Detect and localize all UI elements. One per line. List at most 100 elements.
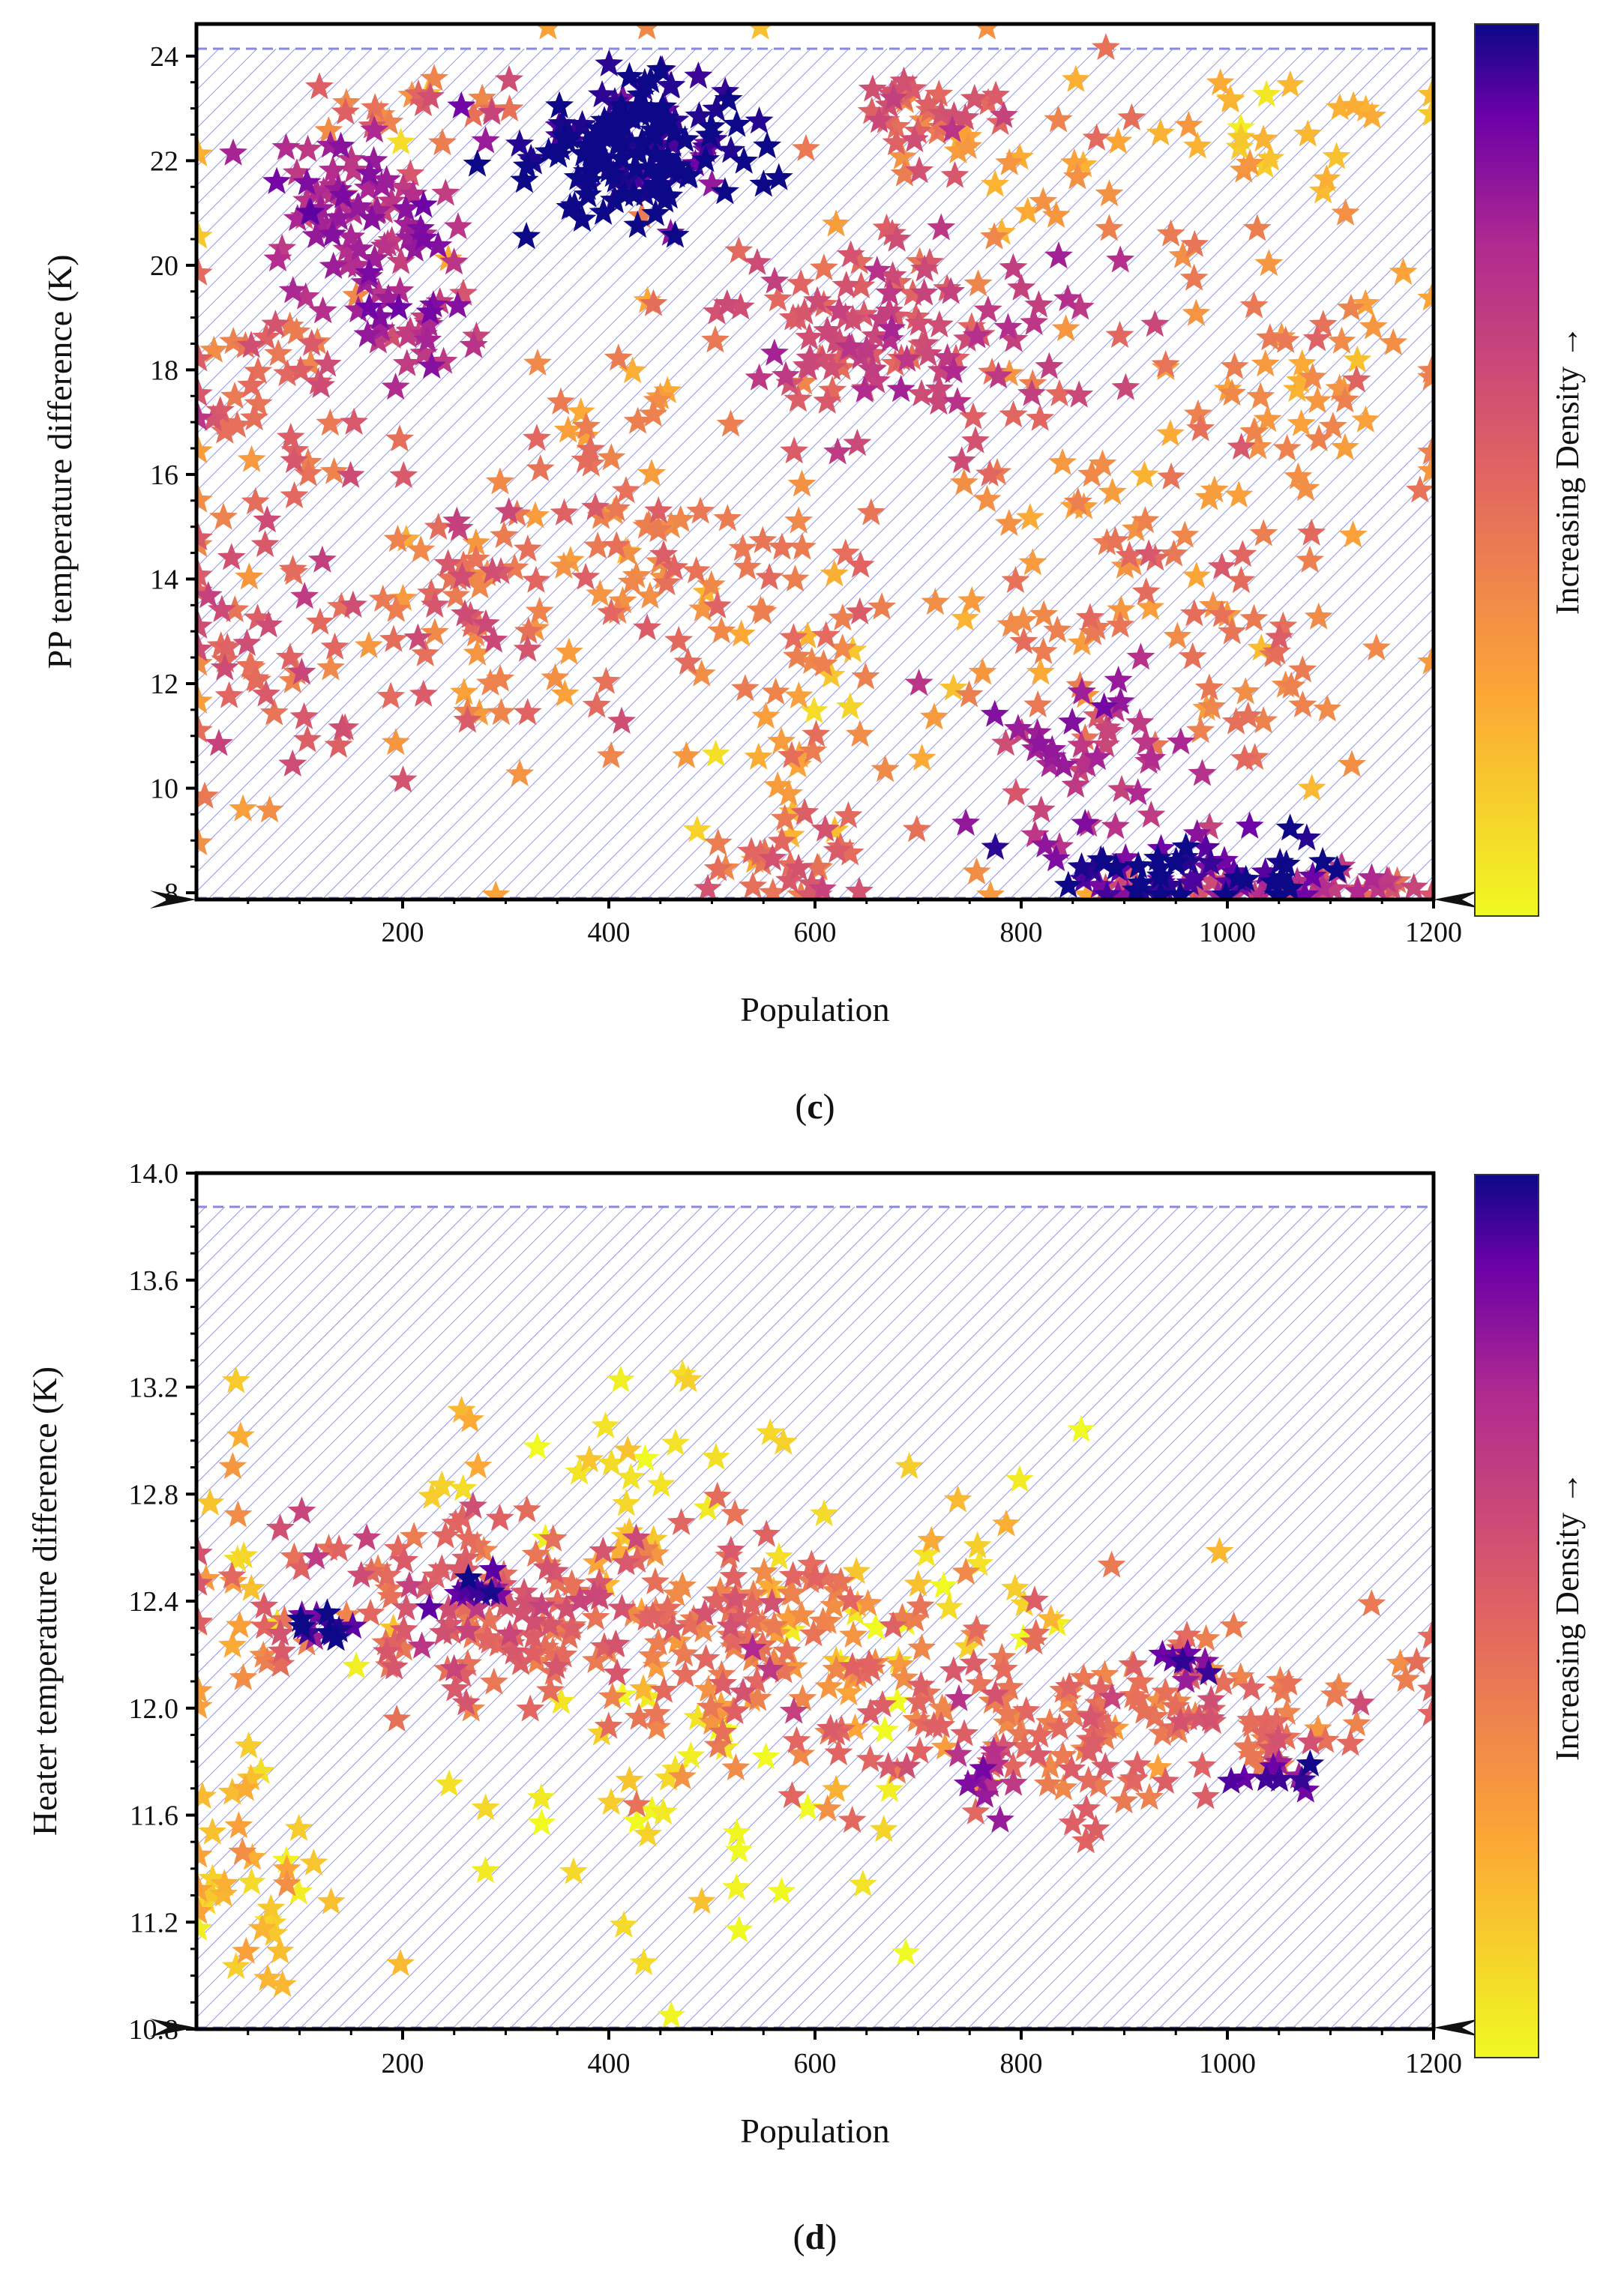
data-point-star (714, 85, 743, 112)
data-point-star (196, 523, 213, 551)
data-point-star (881, 301, 910, 329)
data-point-star (499, 1637, 529, 1665)
data-point-star (196, 828, 213, 856)
data-point-star (1049, 750, 1078, 778)
data-point-star (571, 412, 601, 439)
data-point-star (843, 429, 872, 457)
data-point-star (739, 871, 768, 899)
data-point-star (1338, 520, 1368, 548)
data-point-star (975, 1770, 1005, 1798)
data-point-star (1044, 105, 1073, 133)
data-point-star (318, 220, 347, 247)
data-point-star (265, 1513, 295, 1541)
data-point-star (819, 559, 849, 587)
data-point-star (708, 1669, 737, 1696)
data-point-star (796, 343, 825, 371)
data-point-star (1107, 774, 1137, 802)
data-point-star (249, 1640, 278, 1668)
data-point-star (660, 552, 689, 580)
data-point-star (622, 1807, 652, 1834)
data-point-star (1291, 1775, 1320, 1803)
data-point-star (634, 1819, 663, 1847)
data-point-star (1239, 291, 1269, 319)
data-point-star (1231, 677, 1260, 705)
data-point-star (471, 126, 500, 154)
data-point-star (332, 1600, 361, 1628)
data-point-star (670, 1639, 699, 1667)
data-point-star (973, 295, 1002, 323)
data-point-star (1263, 1723, 1293, 1751)
data-point-star (196, 686, 213, 714)
data-point-star (1297, 774, 1326, 801)
data-point-star (278, 276, 307, 304)
data-point-star (606, 1365, 635, 1393)
data-point-star (701, 1442, 730, 1470)
data-point-star (597, 1448, 626, 1476)
data-point-star (1148, 1719, 1177, 1747)
data-point-star (882, 1756, 912, 1784)
data-point-star (302, 177, 331, 205)
data-point-star (1080, 1726, 1109, 1754)
data-point-star (1417, 79, 1434, 107)
data-point-star (232, 628, 262, 656)
data-point-star (478, 556, 507, 584)
data-point-star (1336, 1729, 1365, 1756)
data-point-star (622, 1523, 651, 1551)
data-point-star (649, 540, 679, 567)
data-point-star (642, 174, 671, 202)
data-point-star (810, 814, 840, 842)
data-point-star (196, 634, 213, 662)
data-point-star (954, 680, 984, 708)
data-point-star (892, 1751, 921, 1780)
data-point-star (784, 385, 813, 412)
data-point-star (604, 1536, 633, 1564)
data-point-star (1235, 811, 1264, 839)
data-point-star (1092, 880, 1122, 900)
data-point-star (691, 145, 720, 172)
data-point-star (496, 1629, 526, 1657)
data-point-star (374, 283, 403, 311)
data-point-star (392, 349, 421, 376)
x-tick-label: 200 (382, 2048, 424, 2079)
data-point-star (834, 801, 863, 828)
data-point-star (478, 1555, 508, 1582)
data-point-star (826, 1567, 855, 1594)
data-point-star (1030, 830, 1059, 858)
data-point-star (388, 172, 418, 200)
data-point-star (927, 213, 956, 241)
data-point-star (1298, 362, 1327, 390)
data-point-star (1322, 142, 1351, 169)
data-point-star (449, 550, 478, 578)
data-point-star (691, 132, 721, 160)
data-point-star (196, 403, 213, 431)
data-point-star (381, 728, 410, 756)
data-point-star (778, 1781, 807, 1809)
data-point-star (399, 179, 427, 207)
data-point-star (708, 1717, 737, 1745)
data-point-star (857, 97, 886, 124)
data-point-star (619, 1599, 648, 1627)
data-point-star (1358, 101, 1387, 129)
data-point-star (338, 590, 367, 618)
data-point-star (232, 1936, 261, 1964)
data-point-star (608, 154, 637, 181)
data-point-star (1246, 1752, 1275, 1780)
data-point-star (1084, 1688, 1113, 1717)
data-point-star (278, 749, 307, 777)
data-point-star (915, 247, 944, 275)
data-point-star (338, 1612, 367, 1639)
data-point-star (240, 403, 269, 431)
x-tick-label: 1000 (1199, 917, 1256, 948)
data-point-star (325, 203, 354, 231)
data-point-star (1072, 750, 1101, 777)
data-point-star (1233, 1733, 1263, 1761)
data-point-star (459, 331, 488, 358)
data-point-star (1068, 628, 1096, 656)
data-point-star (820, 816, 849, 843)
data-point-star (919, 702, 948, 730)
data-point-star (400, 234, 430, 262)
data-point-star (722, 1872, 751, 1900)
y-tick-label: 22 (150, 145, 178, 177)
data-point-star (1137, 801, 1166, 828)
data-point-star (328, 181, 358, 208)
